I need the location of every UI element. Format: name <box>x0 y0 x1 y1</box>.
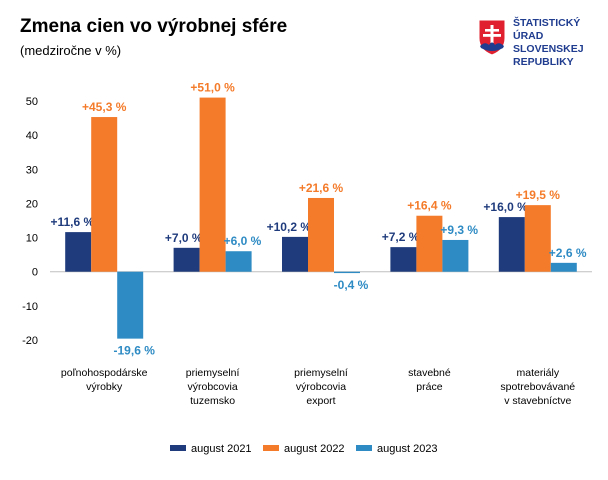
data-label: +16,4 % <box>407 199 452 213</box>
y-tick-label: 10 <box>26 233 38 245</box>
data-label: +7,0 % <box>165 231 203 245</box>
statistics-office-logo: ŠTATISTICKÝ ÚRAD SLOVENSKEJ REPUBLIKY <box>477 16 602 76</box>
data-label: +16,0 % <box>483 200 528 214</box>
legend-swatch <box>356 445 372 451</box>
x-category-label: tuzemsko <box>190 395 235 407</box>
x-category-label: stavebné <box>408 367 451 379</box>
y-tick-label: -20 <box>22 335 38 347</box>
data-label: +2,6 % <box>549 246 587 260</box>
data-label: +6,0 % <box>224 234 262 248</box>
data-label: -19,6 % <box>114 344 156 358</box>
x-category-label: v stavebníctve <box>504 395 571 407</box>
bar <box>334 271 360 274</box>
y-tick-label: 20 <box>26 198 38 210</box>
bar <box>173 247 200 272</box>
legend-label: august 2021 <box>191 443 252 455</box>
data-label: -0,4 % <box>334 278 369 292</box>
data-label: +9,3 % <box>440 223 478 237</box>
bar <box>442 239 469 272</box>
x-category-label: export <box>306 395 335 407</box>
bar <box>65 232 92 272</box>
x-category-label: výrobcovia <box>187 381 237 393</box>
bar <box>308 197 334 272</box>
x-category-label: priemyselní <box>294 367 348 379</box>
data-label: +45,3 % <box>82 100 127 114</box>
data-label: +10,2 % <box>267 220 312 234</box>
bar <box>498 217 525 272</box>
bar <box>550 262 577 272</box>
legend-label: august 2022 <box>284 443 345 455</box>
legend-swatch <box>170 445 186 451</box>
x-category-label: práce <box>416 381 442 393</box>
data-label: +51,0 % <box>190 81 235 95</box>
x-category-label: materiály <box>516 367 559 379</box>
logo-text: ŠTATISTICKÝ ÚRAD SLOVENSKEJ REPUBLIKY <box>513 17 584 68</box>
data-label: +7,2 % <box>382 230 420 244</box>
legend-swatch <box>263 445 279 451</box>
y-tick-label: -10 <box>22 301 38 313</box>
data-label: +11,6 % <box>50 215 94 229</box>
data-label: +21,6 % <box>299 181 344 195</box>
bar <box>524 205 551 272</box>
x-category-label: výrobcovia <box>296 381 346 393</box>
bar <box>199 97 226 272</box>
x-category-label: priemyselní <box>186 367 240 379</box>
y-tick-label: 50 <box>26 96 38 108</box>
bar <box>416 215 443 272</box>
y-tick-label: 30 <box>26 164 38 176</box>
y-tick-label: 0 <box>32 267 38 279</box>
y-tick-label: 40 <box>26 130 38 142</box>
bar <box>282 236 308 272</box>
bar <box>390 247 417 272</box>
chart-title: Zmena cien vo výrobnej sfére <box>20 16 288 37</box>
x-category-label: výrobky <box>86 381 123 393</box>
bar <box>225 251 252 272</box>
x-category-label: spotrebovávané <box>500 381 575 393</box>
chart-subtitle: (medziročne v %) <box>20 43 122 58</box>
legend-label: august 2023 <box>377 443 438 455</box>
data-label: +19,5 % <box>516 188 561 202</box>
bar <box>117 271 144 339</box>
slovak-coat-of-arms-icon <box>478 19 506 56</box>
bar <box>91 117 118 272</box>
x-category-label: poľnohospodárske <box>61 367 148 379</box>
